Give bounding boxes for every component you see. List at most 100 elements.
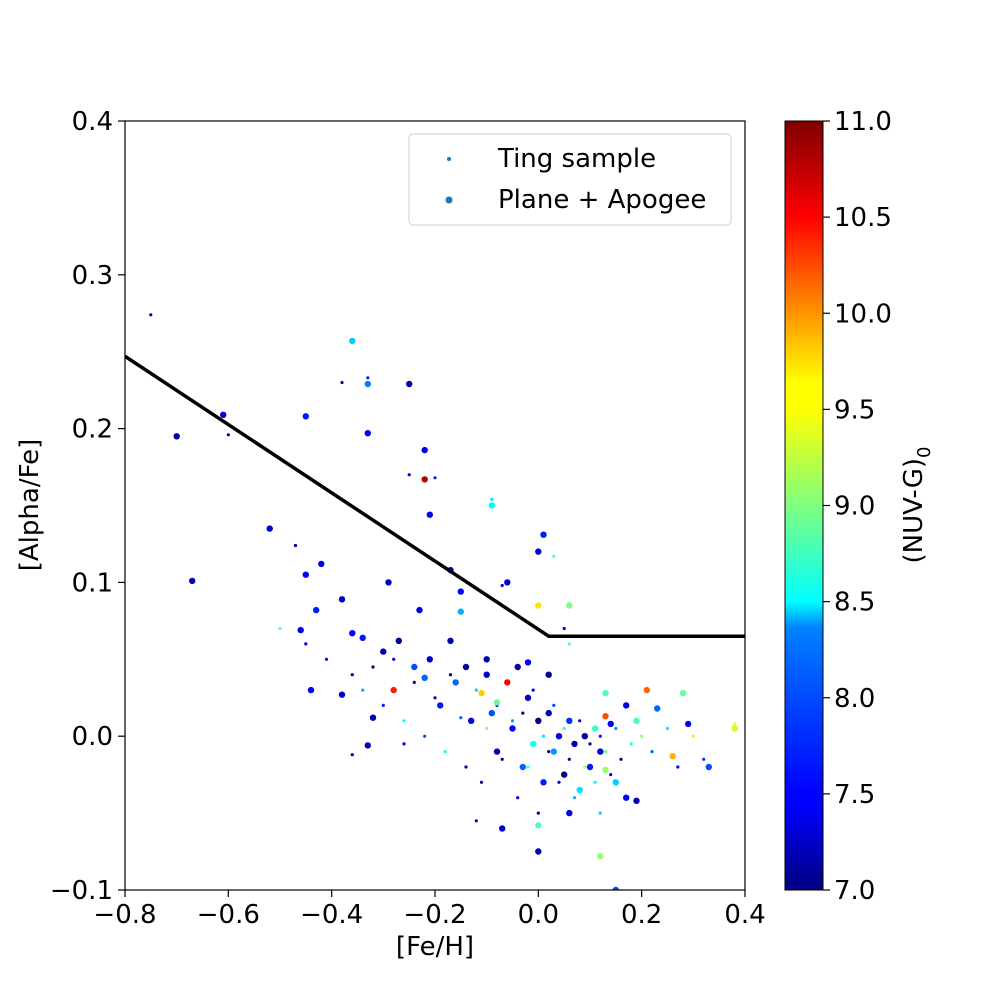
plane-apogee-point xyxy=(535,548,542,555)
plane-apogee-point xyxy=(530,740,537,748)
ting-sample-point xyxy=(402,742,406,746)
plane-apogee-point xyxy=(555,733,563,740)
plane-apogee-point xyxy=(364,430,371,437)
plane-apogee-point xyxy=(462,663,470,671)
plane-apogee-point xyxy=(220,411,227,418)
plane-apogee-point xyxy=(488,709,495,717)
ting-sample-point xyxy=(516,796,520,800)
plane-apogee-point xyxy=(395,637,402,644)
ting-sample-point xyxy=(603,750,608,754)
plane-apogee-point xyxy=(592,725,599,732)
plane-apogee-point xyxy=(421,674,428,681)
legend-label-plane-apogee: Plane + Apogee xyxy=(498,185,706,215)
ting-sample-point xyxy=(583,765,587,769)
plane-apogee-point xyxy=(488,502,495,509)
ting-sample-point xyxy=(459,716,463,720)
plane-apogee-point xyxy=(338,691,346,698)
ting-sample-point xyxy=(676,765,680,769)
plane-apogee-point xyxy=(540,531,547,538)
ting-sample-point xyxy=(407,473,411,477)
colorbar-tick-label: 7.0 xyxy=(834,876,875,906)
ting-sample-point xyxy=(552,554,556,558)
plane-apogee-point xyxy=(364,742,371,749)
ting-sample-point xyxy=(371,665,375,669)
colorbar-label: (NUV-G)0 xyxy=(899,447,935,564)
ting-sample-point xyxy=(490,497,494,501)
y-tick-label: 0.2 xyxy=(72,415,113,445)
plane-apogee-point xyxy=(385,579,392,586)
ting-sample-point xyxy=(340,380,344,385)
legend-box xyxy=(408,133,732,226)
plane-apogee-point xyxy=(369,714,377,721)
plane-apogee-point xyxy=(318,560,325,568)
plane-apogee-point xyxy=(447,637,454,644)
plane-apogee-point xyxy=(685,720,692,728)
ting-sample-point xyxy=(619,757,623,761)
ting-sample-point xyxy=(433,696,437,700)
ting-sample-point xyxy=(536,811,540,815)
plane-apogee-point xyxy=(679,689,687,697)
plane-apogee-point xyxy=(499,825,506,832)
ting-sample-point xyxy=(531,688,535,692)
ting-sample-point xyxy=(324,657,329,661)
y-tick-label: 0.1 xyxy=(72,568,113,598)
plane-apogee-point xyxy=(411,663,418,671)
colorbar-label-main: (NUV-G) xyxy=(899,458,929,564)
ting-sample-point xyxy=(474,688,478,692)
plane-apogee-point xyxy=(571,740,578,748)
plane-apogee-point xyxy=(540,779,547,786)
plane-apogee-point xyxy=(612,886,619,890)
ting-sample-point xyxy=(485,726,489,731)
x-tick-label: −0.6 xyxy=(197,900,260,930)
y-tick-label: 0.0 xyxy=(72,722,113,752)
ting-sample-point xyxy=(650,750,654,754)
plane-apogee-point xyxy=(426,511,433,518)
plane-apogee-point xyxy=(421,446,428,454)
plane-apogee-point xyxy=(349,337,356,345)
colorbar-tick-label: 10.0 xyxy=(834,299,892,329)
ting-sample-point xyxy=(562,626,566,631)
legend-marker-plane-apogee xyxy=(445,196,453,204)
plane-apogee-point xyxy=(302,413,309,420)
plane-apogee-point xyxy=(623,794,630,801)
plane-apogee-point xyxy=(416,606,423,614)
ting-sample-point xyxy=(614,726,618,731)
x-tick-label: 0.2 xyxy=(621,900,662,930)
ting-sample-point xyxy=(541,734,546,738)
plane-apogee-point xyxy=(437,702,444,709)
plane-apogee-point xyxy=(545,709,552,717)
plane-apogee-point xyxy=(266,525,273,532)
colorbar-gradient xyxy=(784,120,824,891)
plane-apogee-point xyxy=(705,763,712,771)
ting-sample-point xyxy=(500,583,504,588)
plane-apogee-point xyxy=(566,809,573,817)
ting-sample-point xyxy=(510,719,515,723)
plane-apogee-point xyxy=(612,779,619,786)
ting-sample-point xyxy=(304,642,308,646)
plane-apogee-point xyxy=(654,705,661,712)
plane-apogee-point xyxy=(493,699,501,706)
ting-sample-point xyxy=(567,642,571,646)
x-tick-label: −0.4 xyxy=(300,900,363,930)
plane-apogee-point xyxy=(297,626,304,634)
plane-apogee-point xyxy=(643,686,650,694)
legend-label-ting-sample: Ting sample xyxy=(497,144,656,174)
colorbar-tick-label: 9.5 xyxy=(834,395,875,425)
ting-sample-point xyxy=(500,757,504,761)
plane-apogee-point xyxy=(602,766,609,774)
ting-sample-point xyxy=(578,719,582,723)
ting-sample-point xyxy=(479,780,484,784)
plane-apogee-point xyxy=(535,602,542,609)
colorbar-tick-label: 7.5 xyxy=(834,780,875,810)
plane-apogee-point xyxy=(504,679,511,686)
plane-apogee-point xyxy=(581,733,588,740)
ting-sample-point xyxy=(588,742,592,746)
plane-apogee-point xyxy=(633,797,640,804)
ting-sample-point xyxy=(702,757,706,761)
ting-sample-point xyxy=(733,722,737,726)
colorbar-tick-label: 10.5 xyxy=(834,203,892,233)
plane-apogee-point xyxy=(457,588,464,595)
plane-apogee-point xyxy=(380,648,387,655)
plane-apogee-point xyxy=(535,848,542,855)
